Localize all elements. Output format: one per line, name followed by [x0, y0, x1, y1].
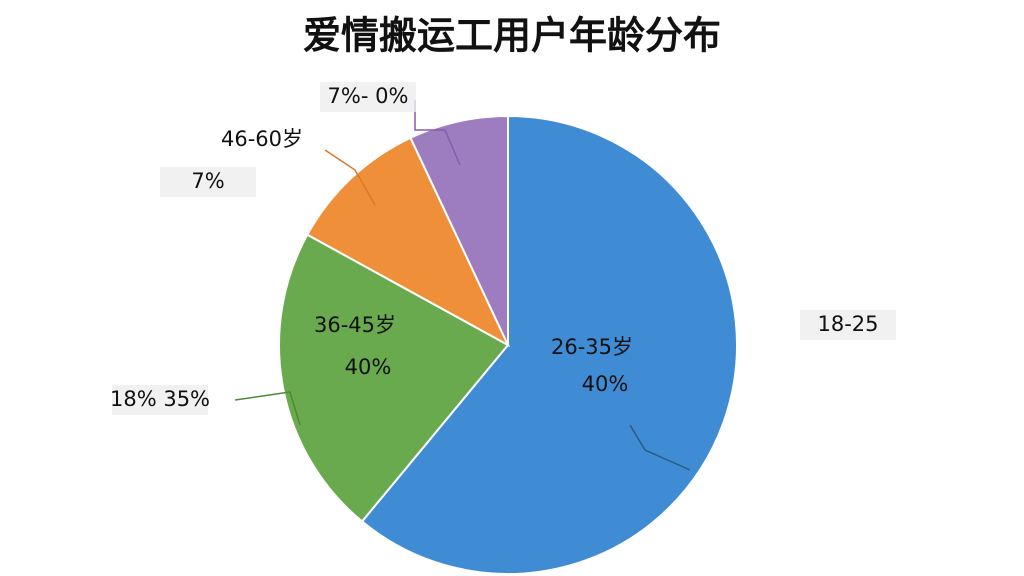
label-background — [320, 82, 416, 112]
leader-line — [414, 100, 461, 166]
annotation: 7% — [191, 169, 224, 193]
leader-line — [629, 424, 691, 471]
annotation: 40% — [345, 355, 392, 379]
pie-slice — [305, 136, 511, 348]
slice-label: 36-45岁 — [314, 313, 396, 337]
annotation: 7%- 0% — [328, 84, 409, 108]
annotation: 40% — [582, 372, 629, 396]
leader-line — [324, 149, 376, 206]
pie — [278, 114, 738, 575]
pie-slice — [278, 233, 510, 523]
labels: 26-35岁 36-45岁 46-60岁 40% 40% 7% 7%- 0% 18% 35% 1… — [110, 82, 896, 415]
leader-lines — [234, 100, 691, 471]
slice-label: 46-60岁 — [221, 127, 303, 151]
label-background — [160, 167, 256, 197]
annotation: 18% 35% — [110, 387, 210, 411]
pie-slice — [360, 114, 738, 575]
leader-line — [234, 391, 301, 426]
pie-slice — [409, 114, 509, 346]
slice-label: 26-35岁 — [551, 335, 633, 359]
label-background — [112, 385, 208, 415]
annotation: 18-25 — [817, 312, 878, 336]
chart-title: 爱情搬运工用户年龄分布 — [303, 14, 721, 58]
label-background — [800, 310, 896, 340]
